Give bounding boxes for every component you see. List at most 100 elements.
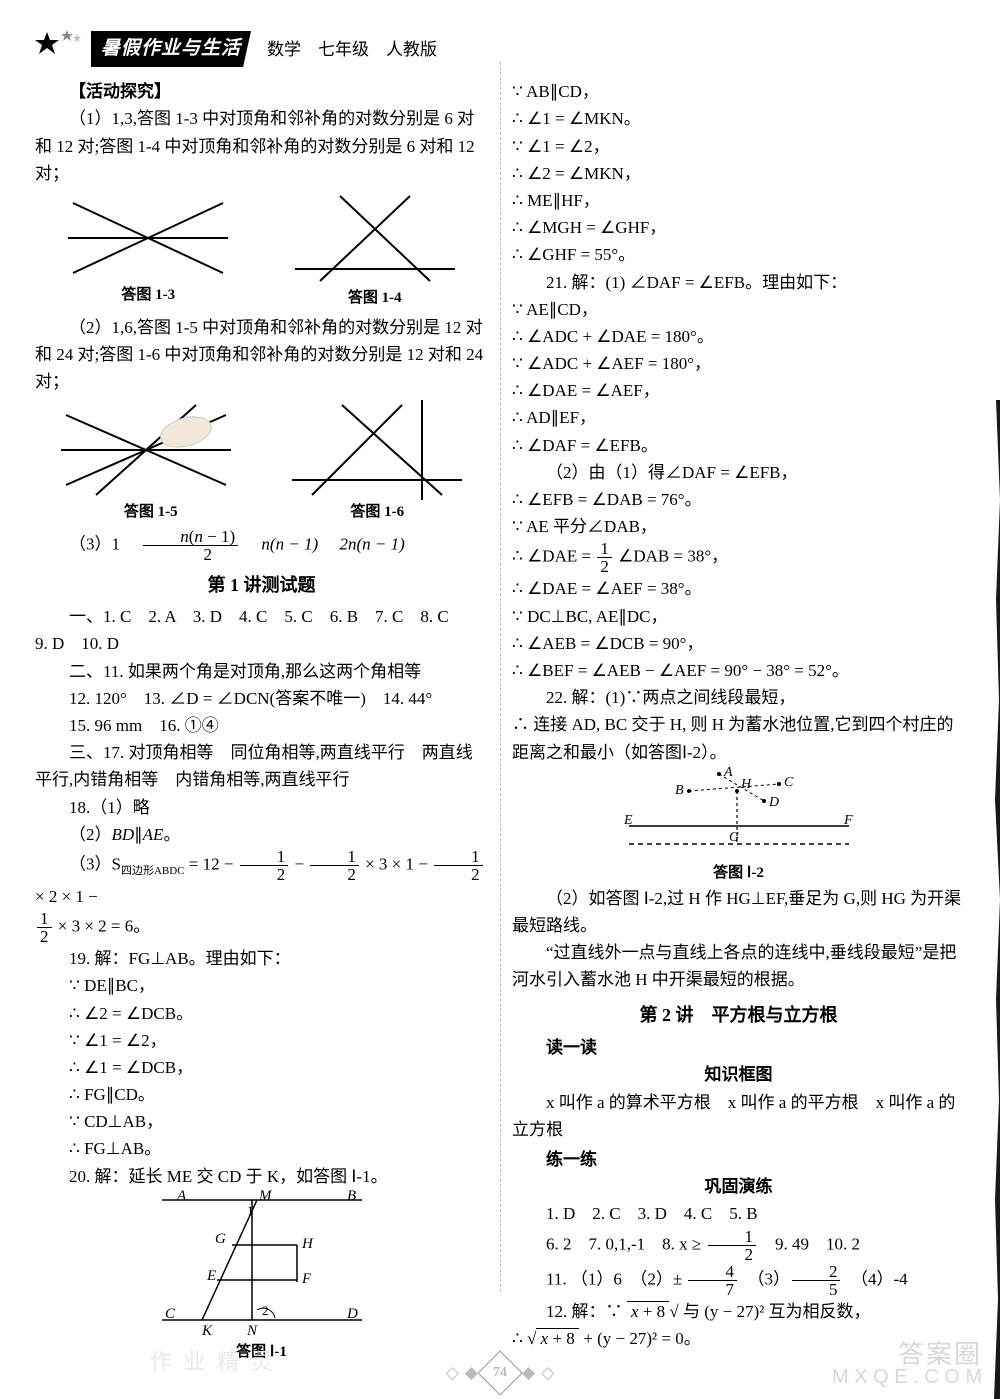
ans-18: 18.（1）略: [35, 794, 488, 821]
svg-text:A: A: [723, 766, 733, 780]
svg-text:C: C: [165, 1306, 176, 1322]
header-banner: 暑假作业与生活: [91, 31, 251, 67]
caption-1-5: 答图 1-5: [56, 500, 246, 524]
ans-3a: 三、17. 对顶角相等 同位角相等,两直线平行 两直线平行,内错角相等 内错角相…: [35, 739, 488, 793]
fig-1-6: [287, 400, 467, 500]
g4: 12. 解：∵ x + 8 √ 与 (y − 27)² 互为相反数，: [512, 1298, 965, 1325]
star-icon: [35, 30, 81, 68]
ans-2a: 二、11. 如果两个角是对顶角,那么这两个角相等: [35, 658, 488, 685]
p3-label: （3）1: [69, 534, 120, 553]
svg-text:G: G: [729, 830, 739, 845]
p3-t2: n(n − 1): [261, 534, 318, 553]
s2: ∴ ∠2 = ∠DCB。: [35, 1000, 488, 1027]
fig-row-2: 答图 1-5 答图 1-6: [35, 400, 488, 524]
ans-18c2: 12 × 3 × 2 = 6。: [35, 910, 488, 945]
r8: ∵ AE∥CD，: [512, 296, 965, 323]
activity-title: 【活动探究】: [35, 78, 488, 105]
ans-1: 一、1. C 2. A 3. D 4. C 5. C 6. B 7. C 8. …: [35, 603, 488, 630]
r23a: （2）如答图 Ⅰ-2,过 H 作 HG⊥EF,垂足为 G,则 HG 为开渠最短路…: [512, 885, 965, 939]
svg-text:F: F: [301, 1271, 312, 1287]
fig-I1-wrap: A M B C K N D G H E F 1 2 答图 Ⅰ-1: [35, 1190, 488, 1364]
watermark-left: 作 业 精 灵: [150, 1344, 276, 1379]
caption-1-6: 答图 1-6: [287, 500, 467, 524]
svg-text:E: E: [206, 1268, 216, 1284]
r13: ∴ ∠DAF = ∠EFB。: [512, 432, 965, 459]
watermark-right: 答案圈 M X Q E . C O M: [832, 1341, 982, 1387]
p3-t3: 2n(n − 1): [339, 534, 404, 553]
svg-text:2: 2: [262, 1303, 269, 1318]
s6: ∵ CD⊥AB，: [35, 1108, 488, 1135]
r16: ∵ AE 平分∠DAB，: [512, 513, 965, 540]
fig-1-3: [63, 193, 233, 283]
kk: x 叫作 a 的算术平方根 x 叫作 a 的平方根 x 叫作 a 的立方根: [512, 1089, 965, 1143]
r10: ∵ ∠ADC + ∠AEF = 180°，: [512, 350, 965, 377]
gonggu-title: 巩固演练: [512, 1173, 965, 1200]
svg-text:A: A: [176, 1190, 187, 1204]
svg-text:G: G: [215, 1231, 226, 1247]
lian-title: 练一练: [512, 1146, 965, 1173]
left-p2: （2）1,6,答图 1-5 中对顶角和邻补角的对数分别是 12 对和 24 对;…: [35, 314, 488, 396]
read-title: 读一读: [512, 1034, 965, 1061]
r19: ∵ DC⊥BC, AE∥DC，: [512, 603, 965, 630]
right-column: ∵ AB∥CD， ∴ ∠1 = ∠MKN。 ∵ ∠1 = ∠2， ∴ ∠2 = …: [512, 78, 965, 1364]
svg-text:D: D: [346, 1306, 358, 1322]
ans-1b: 9. D 10. D: [35, 630, 488, 657]
r4: ∴ ∠2 = ∠MKN，: [512, 160, 965, 187]
svg-text:D: D: [768, 795, 779, 810]
caption-I-2: 答图 Ⅰ-2: [512, 861, 965, 885]
svg-text:F: F: [843, 813, 853, 828]
fig-I-1: A M B C K N D G H E F 1 2: [147, 1190, 377, 1340]
test-title: 第 1 讲测试题: [35, 571, 488, 600]
r5: ∴ ME∥HF，: [512, 187, 965, 214]
g2: 6. 2 7. 0,1,-1 8. x ≥ 12 9. 49 10. 2: [512, 1228, 965, 1263]
r18: ∴ ∠DAE = ∠AEF = 38°。: [512, 575, 965, 602]
scan-edge: [990, 400, 1000, 1399]
fig-1-5: [56, 400, 246, 500]
svg-text:H: H: [301, 1236, 314, 1252]
caption-1-3: 答图 1-3: [63, 283, 233, 307]
ans-19: 19. 解：FG⊥AB。理由如下：: [35, 945, 488, 972]
svg-text:M: M: [258, 1190, 273, 1204]
left-p3: （3）1 n(n − 1)2 n(n − 1) 2n(n − 1): [35, 528, 488, 563]
fig-row-1: 答图 1-3 答图 1-4: [35, 191, 488, 310]
r21b: ∴ ∠BEF = ∠AEB − ∠AEF = 90° − 38° = 52°。: [512, 657, 965, 684]
svg-text:B: B: [675, 783, 684, 798]
left-column: 【活动探究】 （1）1,3,答图 1-3 中对顶角和邻补角的对数分别是 6 对和…: [35, 78, 488, 1364]
left-p1: （1）1,3,答图 1-3 中对顶角和邻补角的对数分别是 6 对和 12 对;答…: [35, 105, 488, 187]
fig-I2-wrap: A B C D H E F G 答图 Ⅰ-2: [512, 766, 965, 885]
header-subject: 数学 七年级 人教版: [267, 36, 437, 63]
r22: 22. 解：(1)∵两点之间线段最短，: [512, 684, 965, 711]
g3: 11. （1）6 （2）± 47 （3）25 （4）-4: [512, 1263, 965, 1298]
ans-20: 20. 解：延长 ME 交 CD 于 K，如答图 Ⅰ-1。: [35, 1163, 488, 1190]
r2: ∴ ∠1 = ∠MKN。: [512, 105, 965, 132]
s4: ∴ ∠1 = ∠DCB，: [35, 1054, 488, 1081]
r17: ∴ ∠DAE = 12 ∠DAB = 38°，: [512, 540, 965, 575]
r7: ∴ ∠GHF = 55°。: [512, 241, 965, 268]
r11: ∴ ∠DAE = ∠AEF，: [512, 377, 965, 404]
r1: ∵ AB∥CD，: [512, 78, 965, 105]
s7: ∴ FG⊥AB。: [35, 1135, 488, 1162]
zhishi-title: 知识框图: [512, 1061, 965, 1088]
page-number: 74: [477, 1350, 523, 1396]
r12: ∴ AD∥EF，: [512, 404, 965, 431]
ans-18b: （2）BD∥AE。: [35, 821, 488, 848]
svg-text:C: C: [784, 775, 794, 790]
r22b: ∴ 连接 AD, BC 交于 H, 则 H 为蓄水池位置,它到四个村庄的距离之和…: [512, 711, 965, 765]
s3: ∵ ∠1 = ∠2，: [35, 1027, 488, 1054]
fig-I-2: A B C D H E F G: [619, 766, 859, 861]
ans-2b: 12. 120° 13. ∠D = ∠DCN(答案不唯一) 14. 44°: [35, 685, 488, 712]
ans-2c: 15. 96 mm 16. ①④: [35, 712, 488, 739]
ans-18c: （3）S四边形ABDC = 12 − 12 − 12 × 3 × 1 − 12 …: [35, 848, 488, 910]
r20: ∴ ∠AEB = ∠DCB = 90°，: [512, 630, 965, 657]
svg-text:E: E: [623, 813, 633, 828]
caption-1-4: 答图 1-4: [290, 286, 460, 310]
r21: 21. 解：(1) ∠DAF = ∠EFB。理由如下：: [512, 269, 965, 296]
g1: 1. D 2. C 3. D 4. C 5. B: [512, 1200, 965, 1227]
s5: ∴ FG∥CD。: [35, 1081, 488, 1108]
svg-text:1: 1: [247, 1203, 254, 1218]
svg-text:K: K: [201, 1323, 213, 1339]
svg-text:N: N: [246, 1323, 258, 1339]
r6: ∴ ∠MGH = ∠GHF，: [512, 214, 965, 241]
fig-1-4: [290, 191, 460, 286]
r3: ∵ ∠1 = ∠2，: [512, 133, 965, 160]
